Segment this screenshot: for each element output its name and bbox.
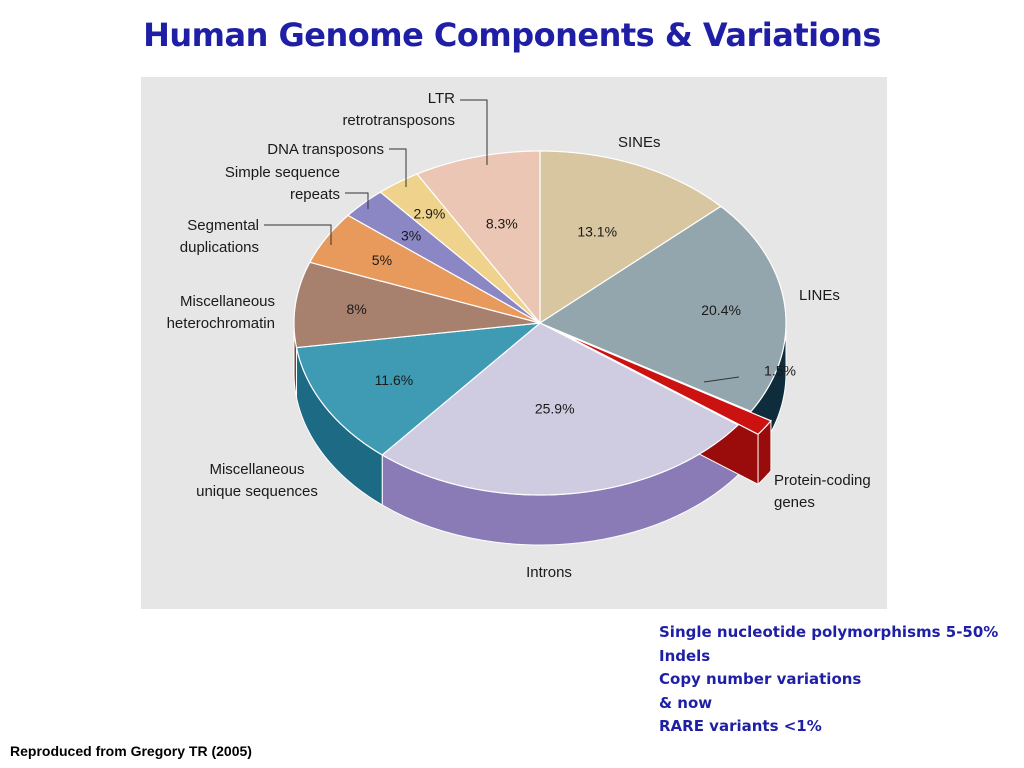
pie-slice-miscellaneous-heterochromatin <box>293 261 541 349</box>
pct-label-dna-transposons: 2.9% <box>413 205 445 221</box>
leader-line-simple-sequence-repeats <box>345 192 369 209</box>
note-indels: Indels <box>659 646 711 665</box>
pct-label-miscellaneous-heterochromatin: 8% <box>346 301 366 317</box>
pct-label-protein-coding-genes: 1.5% <box>764 362 796 378</box>
pct-label-miscellaneous-unique-sequences: 11.6% <box>375 372 414 388</box>
pct-label-sines: 13.1% <box>577 224 617 240</box>
category-label-miscellaneous-heterochromatin: Miscellaneous heterochromatin <box>167 293 275 332</box>
pct-label-ltr-retrotransposons: 8.3% <box>486 215 518 231</box>
note-cnv: Copy number variations <box>659 670 862 688</box>
note-rare-variants: RARE variants <1% <box>659 717 822 735</box>
genome-pie-figure: 13.1% 20.4% 1.5% 25.9% 11.6% 8% 5% 3% 2.9% 8.3% SI… <box>141 77 887 609</box>
source-credit: Reproduced from Gregory TR (2005) <box>10 743 252 759</box>
slide-title: Human Genome Components & Variations <box>143 16 881 54</box>
pct-label-simple-sequence-repeats: 3% <box>401 228 421 244</box>
pie-slice-introns <box>381 322 740 496</box>
note-and-now: & now <box>659 693 713 712</box>
pct-label-segmental-duplications: 5% <box>372 252 392 268</box>
pie-slice-ltr-retrotransposons <box>416 150 541 325</box>
category-label-dna-transposons: DNA transposons <box>267 141 384 158</box>
pie-slice-sines <box>539 150 722 325</box>
category-label-segmental-duplications: Segmental duplications <box>180 217 259 256</box>
pie-slice-dna-transposons <box>379 173 541 324</box>
genome-pie-chart: 13.1% 20.4% 1.5% 25.9% 11.6% 8% 5% 3% 2.9% 8.3% SI… <box>167 90 871 581</box>
category-label-sines: SINEs <box>618 134 661 151</box>
leader-line-dna-transposons <box>389 148 407 187</box>
category-label-ltr-retrotransposons: LTR retrotransposons <box>342 90 455 129</box>
leader-line-ltr-retrotransposons <box>460 99 488 165</box>
category-label-miscellaneous-unique-sequences: Miscellaneous unique sequences <box>196 461 318 500</box>
leader-line-segmental-duplications <box>264 224 332 245</box>
pie-slice-simple-sequence-repeats <box>347 191 541 324</box>
variation-notes: Single nucleotide polymorphisms 5-50% In… <box>659 621 998 739</box>
pct-label-introns: 25.9% <box>535 400 575 416</box>
leader-line-protein-coding-pct <box>703 376 740 383</box>
pie-slice-segmental-duplications <box>308 214 541 324</box>
pie-slice-lines <box>538 205 787 413</box>
category-label-lines: LINEs <box>799 287 840 304</box>
pie-slice-protein-coding-genes <box>559 331 772 436</box>
category-label-simple-sequence-repeats: Simple sequence repeats <box>225 164 340 203</box>
category-label-protein-coding-genes: Protein-coding genes <box>774 472 871 511</box>
category-label-introns: Introns <box>526 564 572 581</box>
pie-slice-miscellaneous-unique-sequences <box>295 322 542 456</box>
pct-label-lines: 20.4% <box>701 302 741 318</box>
note-snp: Single nucleotide polymorphisms 5-50% <box>659 623 999 641</box>
